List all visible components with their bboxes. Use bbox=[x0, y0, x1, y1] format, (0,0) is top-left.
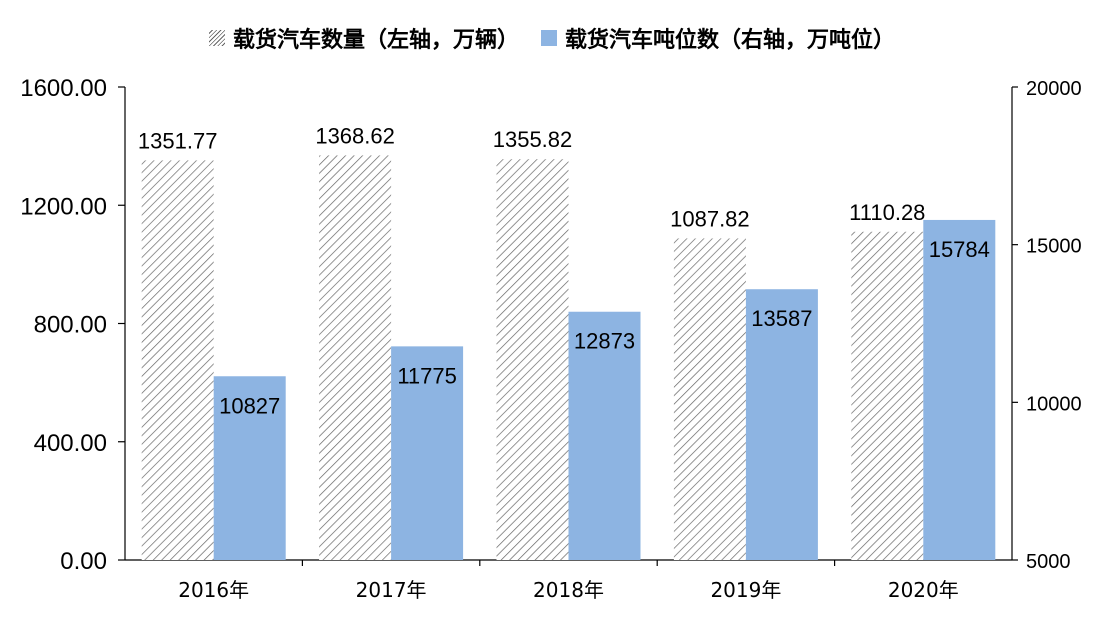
x-tick-label: 2019年 bbox=[710, 578, 781, 602]
tonnage-data-label: 10827 bbox=[219, 393, 280, 418]
vehicle-count-bar bbox=[319, 155, 392, 560]
vehicle-count-data-label: 1110.28 bbox=[849, 200, 925, 225]
vehicle-count-data-label: 1368.62 bbox=[315, 123, 395, 148]
axes: 0.00 400.00 800.00 1200.00 1600.00 5000 10000 1… bbox=[20, 75, 1081, 602]
tonnage-bar bbox=[568, 311, 641, 560]
legend: 载货汽车数量（左轴，万辆） 载货汽车吨位数（右轴，万吨位） bbox=[0, 22, 1104, 54]
vehicle-count-data-label: 1087.82 bbox=[670, 206, 750, 231]
left-tick-label: 0.00 bbox=[60, 548, 107, 575]
left-tick-label: 1200.00 bbox=[20, 193, 107, 220]
legend-label-tonnage: 载货汽车吨位数（右轴，万吨位） bbox=[565, 28, 896, 53]
blue-swatch-icon bbox=[541, 30, 557, 46]
tonnage-bar bbox=[923, 219, 996, 561]
tonnage-data-label: 11775 bbox=[397, 363, 457, 388]
labels: 1351.77 10827 1368.62 11775 1355.82 12873 1087… bbox=[138, 123, 990, 418]
vehicle-count-bar bbox=[141, 160, 214, 560]
tonnage-data-label: 13587 bbox=[751, 306, 812, 331]
x-tick-label: 2018年 bbox=[533, 578, 604, 602]
x-tick-label: 2017年 bbox=[356, 578, 427, 602]
left-tick-label: 400.00 bbox=[34, 430, 107, 457]
vehicle-count-bar bbox=[496, 159, 569, 560]
vehicle-count-data-label: 1351.77 bbox=[138, 128, 218, 153]
tonnage-bar bbox=[745, 289, 818, 560]
tonnage-bar bbox=[391, 346, 464, 560]
vehicle-count-data-label: 1355.82 bbox=[493, 127, 573, 152]
legend-item-tonnage: 载货汽车吨位数（右轴，万吨位） bbox=[541, 22, 895, 54]
legend-item-vehicle-count: 载货汽车数量（左轴，万辆） bbox=[208, 22, 519, 54]
legend-label-vehicle-count: 载货汽车数量（左轴，万辆） bbox=[232, 28, 519, 53]
vehicle-count-bar bbox=[851, 231, 924, 560]
x-tick-label: 2020年 bbox=[888, 578, 959, 602]
tonnage-data-label: 15784 bbox=[929, 237, 990, 262]
bars bbox=[141, 155, 996, 561]
tonnage-data-label: 12873 bbox=[574, 329, 635, 354]
left-tick-label: 800.00 bbox=[34, 312, 107, 339]
tonnage-bar bbox=[213, 376, 286, 560]
right-tick-label: 5000 bbox=[1026, 551, 1071, 573]
x-tick-label: 2016年 bbox=[178, 578, 249, 602]
right-tick-label: 20000 bbox=[1026, 78, 1082, 100]
hatch-swatch-icon bbox=[208, 30, 225, 46]
vehicle-count-bar bbox=[673, 238, 746, 560]
left-tick-label: 1600.00 bbox=[20, 75, 107, 102]
right-tick-label: 15000 bbox=[1026, 236, 1082, 258]
right-tick-label: 10000 bbox=[1026, 393, 1082, 415]
